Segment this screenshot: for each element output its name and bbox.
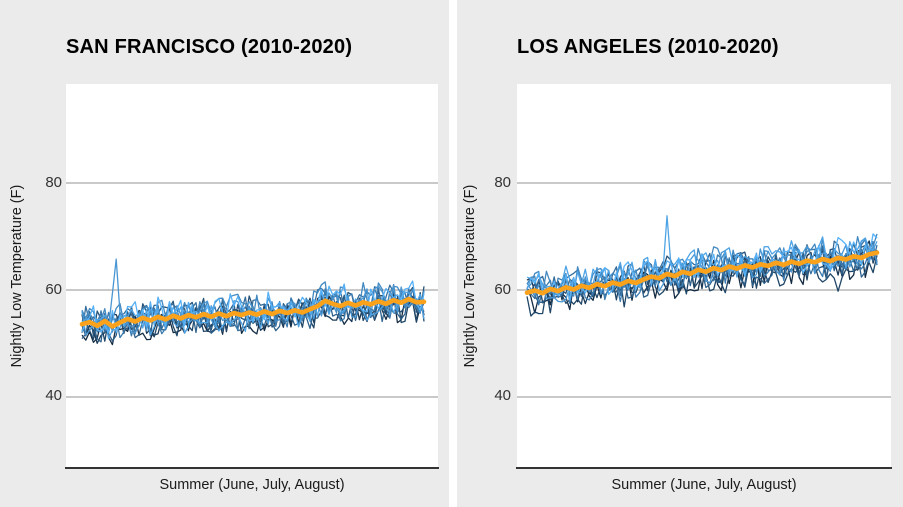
y-tick-40-la: 40 xyxy=(494,387,511,404)
y-tick-40-sf: 40 xyxy=(45,387,62,404)
y-tick-80-la: 80 xyxy=(494,174,511,191)
y-tick-80-sf: 80 xyxy=(45,174,62,191)
y-axis-label-la: Nightly Low Temperature (F) xyxy=(462,184,478,368)
y-tick-60-sf: 60 xyxy=(45,281,62,298)
chart-title-los-angeles: LOS ANGELES (2010-2020) xyxy=(517,36,779,58)
chart-title-san-francisco: SAN FRANCISCO (2010-2020) xyxy=(66,36,353,58)
x-axis-label-sf: Summer (June, July, August) xyxy=(159,477,345,493)
y-tick-60-la: 60 xyxy=(494,281,511,298)
y-axis-label-sf: Nightly Low Temperature (F) xyxy=(9,184,25,368)
x-axis-label-la: Summer (June, July, August) xyxy=(611,477,797,493)
